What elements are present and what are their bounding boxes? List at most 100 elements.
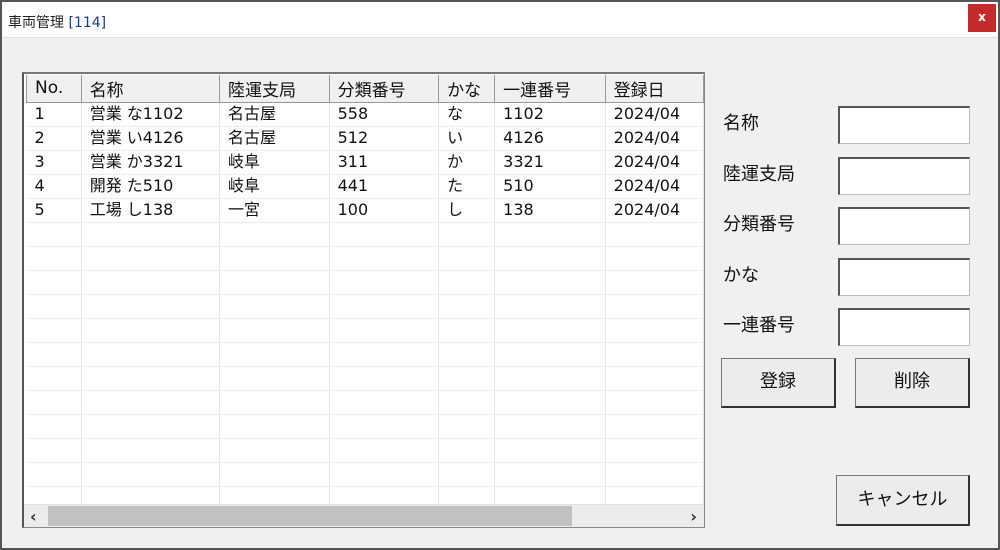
table-cell: 2024/04 (605, 198, 704, 223)
text-input[interactable] (838, 157, 970, 195)
table-cell: 4 (26, 174, 82, 199)
table-cell: 工場 し138 (81, 198, 221, 223)
empty-cell (605, 366, 704, 391)
empty-cell (438, 366, 496, 391)
empty-cell (329, 438, 440, 463)
column-header[interactable]: 分類番号 (328, 75, 440, 103)
column-header[interactable]: 名称 (80, 75, 221, 103)
empty-cell (81, 222, 221, 247)
empty-cell (329, 294, 440, 319)
empty-cell (494, 246, 606, 271)
table-cell: い (438, 126, 496, 151)
empty-cell (329, 390, 440, 415)
table-row[interactable]: 5 工場 し138 一宮 100 し 138 2024/04 (26, 198, 704, 223)
empty-cell (81, 294, 221, 319)
table-cell: 開発 た510 (81, 174, 221, 199)
table-cell: な (438, 102, 496, 127)
empty-cell (605, 294, 704, 319)
empty-cell (81, 318, 221, 343)
table-cell: 2 (26, 126, 82, 151)
horizontal-scrollbar[interactable]: ‹ › (24, 504, 704, 527)
table-cell: か (438, 150, 496, 175)
text-input[interactable] (838, 308, 970, 346)
empty-cell (26, 294, 82, 319)
scroll-right-icon[interactable]: › (690, 507, 697, 526)
empty-cell (605, 342, 704, 367)
empty-cell (329, 462, 440, 487)
table-cell: 1 (26, 102, 82, 127)
empty-cell (494, 318, 606, 343)
field-label: 名称 (723, 113, 759, 134)
empty-cell (438, 390, 496, 415)
table-cell: 100 (329, 198, 440, 223)
empty-cell (219, 438, 330, 463)
empty-cell (219, 342, 330, 367)
cancel-button[interactable]: キャンセル (836, 475, 970, 526)
table-row[interactable]: 3 営業 か3321 岐阜 311 か 3321 2024/04 (26, 150, 704, 175)
empty-cell (329, 366, 440, 391)
column-header[interactable]: かな (438, 75, 496, 103)
empty-row (26, 366, 704, 391)
table-cell: 4126 (494, 126, 606, 151)
delete-button[interactable]: 削除 (855, 358, 970, 408)
field-label: 分類番号 (723, 214, 795, 235)
empty-cell (26, 270, 82, 295)
empty-cell (494, 390, 606, 415)
empty-row (26, 246, 704, 271)
vehicle-list-view[interactable]: No. 名称 陸運支局 分類番号 かな 一連番号 登録日 1 営業 な1102 名古屋 558 な 1… (22, 72, 705, 528)
table-cell: し (438, 198, 496, 223)
empty-cell (438, 222, 496, 247)
empty-row (26, 390, 704, 415)
close-button[interactable]: x (968, 4, 996, 32)
field-label: 一連番号 (723, 315, 795, 336)
empty-cell (81, 246, 221, 271)
empty-cell (605, 222, 704, 247)
empty-cell (81, 366, 221, 391)
empty-cell (329, 246, 440, 271)
empty-cell (494, 438, 606, 463)
empty-cell (219, 390, 330, 415)
title-bar: 車両管理 [114] x (2, 2, 998, 38)
empty-cell (494, 294, 606, 319)
column-header[interactable]: No. (26, 75, 82, 103)
empty-cell (219, 318, 330, 343)
empty-cell (219, 366, 330, 391)
column-header[interactable]: 登録日 (604, 75, 704, 103)
column-header[interactable]: 一連番号 (494, 75, 606, 103)
empty-cell (81, 270, 221, 295)
text-input[interactable] (838, 258, 970, 296)
empty-cell (219, 462, 330, 487)
table-cell: た (438, 174, 496, 199)
empty-cell (219, 294, 330, 319)
table-cell: 3 (26, 150, 82, 175)
scrollbar-thumb[interactable] (48, 506, 572, 526)
empty-cell (26, 366, 82, 391)
table-header: No. 名称 陸運支局 分類番号 かな 一連番号 登録日 (26, 75, 704, 103)
table-cell: 138 (494, 198, 606, 223)
empty-cell (329, 270, 440, 295)
register-button[interactable]: 登録 (721, 358, 836, 408)
column-header[interactable]: 陸運支局 (219, 75, 330, 103)
empty-cell (605, 318, 704, 343)
table-cell: 岐阜 (219, 150, 330, 175)
empty-cell (26, 318, 82, 343)
empty-cell (26, 390, 82, 415)
empty-row (26, 462, 704, 487)
table-cell: 名古屋 (219, 102, 330, 127)
empty-cell (81, 462, 221, 487)
table-cell: 2024/04 (605, 150, 704, 175)
text-input[interactable] (838, 106, 970, 144)
table-row[interactable]: 1 営業 な1102 名古屋 558 な 1102 2024/04 (26, 102, 704, 127)
empty-cell (26, 414, 82, 439)
field-label: 陸運支局 (723, 164, 795, 185)
text-input[interactable] (838, 207, 970, 245)
empty-cell (81, 414, 221, 439)
table-row[interactable]: 4 開発 た510 岐阜 441 た 510 2024/04 (26, 174, 704, 199)
table-row[interactable]: 2 営業 い4126 名古屋 512 い 4126 2024/04 (26, 126, 704, 151)
scroll-left-icon[interactable]: ‹ (30, 507, 37, 526)
empty-cell (494, 342, 606, 367)
empty-cell (438, 462, 496, 487)
table-cell: 311 (329, 150, 440, 175)
empty-cell (26, 246, 82, 271)
empty-cell (494, 414, 606, 439)
